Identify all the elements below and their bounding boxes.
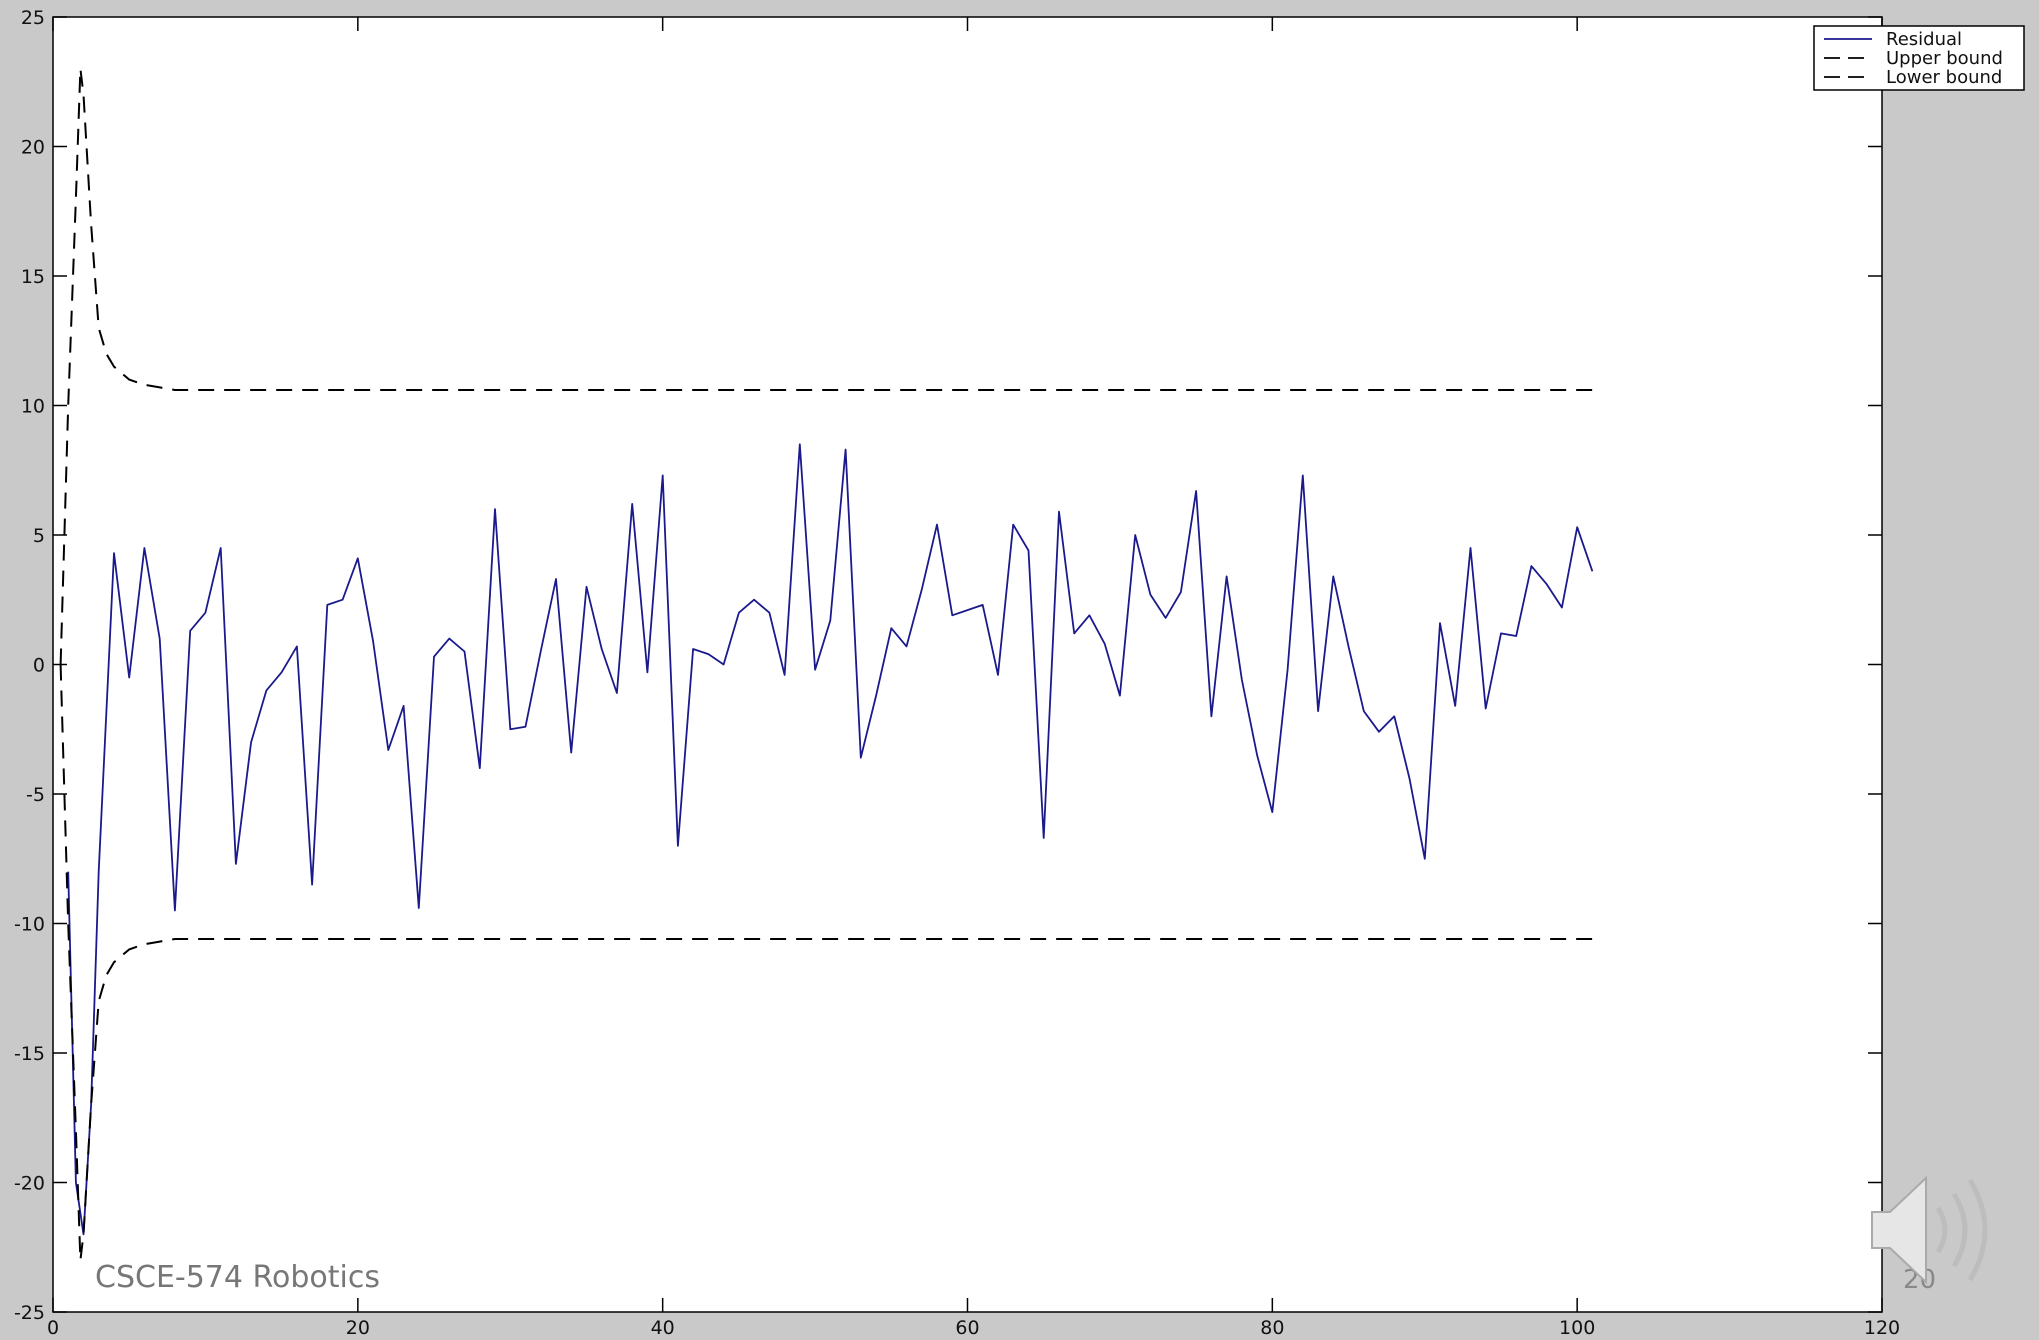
x-tick-label: 120 xyxy=(1864,1317,1900,1339)
speaker-volume-icon[interactable] xyxy=(1868,1170,2018,1294)
series-line-lower-bound xyxy=(59,664,1593,1262)
y-tick-label: 25 xyxy=(21,7,45,29)
legend-label: Residual xyxy=(1886,29,1962,50)
y-tick-label: 5 xyxy=(33,525,45,547)
series-lines xyxy=(59,67,1594,1262)
x-tick-label: 60 xyxy=(955,1317,979,1339)
y-tick-label: -5 xyxy=(26,784,45,806)
y-tick-label: -25 xyxy=(14,1302,45,1324)
x-tick-label: 0 xyxy=(47,1317,59,1339)
x-tick-label: 80 xyxy=(1260,1317,1284,1339)
plot-area xyxy=(52,16,1883,1313)
y-tick-label: 0 xyxy=(33,655,45,677)
x-axis-ticks: 0 20 40 60 80 100 120 xyxy=(47,17,1900,1339)
y-tick-label: 20 xyxy=(21,137,45,159)
x-tick-label: 20 xyxy=(346,1317,370,1339)
legend-label: Upper bound xyxy=(1886,48,2003,69)
x-tick-label: 40 xyxy=(651,1317,675,1339)
x-tick-label: 100 xyxy=(1559,1317,1595,1339)
y-tick-label: -10 xyxy=(14,914,45,936)
series-line-residual xyxy=(67,443,1594,1236)
y-tick-label: 15 xyxy=(21,266,45,288)
y-tick-label: 10 xyxy=(21,396,45,418)
series-line-upper-bound xyxy=(59,67,1593,665)
y-axis-ticks: -25 -20 -15 -10 -5 0 5 10 15 20 25 xyxy=(14,7,1882,1324)
y-tick-label: -20 xyxy=(14,1173,45,1195)
y-tick-label: -15 xyxy=(14,1043,45,1065)
course-label: CSCE-574 Robotics xyxy=(95,1260,380,1295)
legend-label: Lower bound xyxy=(1886,67,2002,88)
